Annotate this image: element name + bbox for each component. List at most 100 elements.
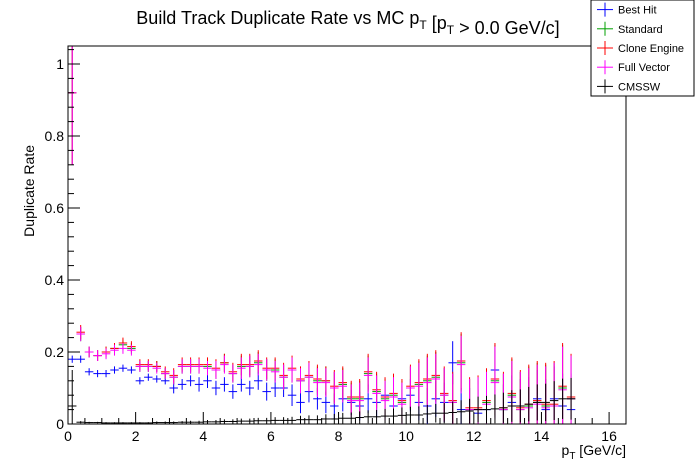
data-point [161,368,170,379]
data-point [372,409,381,424]
data-point [135,361,145,372]
legend-item: Clone Engine [597,41,684,55]
data-point [499,392,508,423]
data-point [524,386,533,422]
data-point [406,406,415,424]
data-point [270,361,280,383]
data-point [372,375,381,412]
data-point [414,406,424,424]
data-point [440,403,449,424]
data-point [313,415,322,424]
data-point [363,410,373,424]
data-point [431,353,440,405]
data-point [414,362,424,410]
data-point [423,404,432,423]
data-point [211,380,221,396]
legend-item: CMSSW [597,79,661,94]
data-point [203,420,212,424]
legend-label: Clone Engine [618,43,684,55]
x-tick-label: 4 [199,428,207,444]
data-point [152,375,161,383]
data-point [347,412,356,424]
data-point [279,364,288,390]
data-point [118,343,128,354]
data-point [254,353,263,376]
data-point [406,366,415,410]
data-point [220,355,229,374]
data-point [161,421,170,424]
data-point [380,408,390,424]
data-point [549,381,559,421]
y-axis-label: Duplicate Rate [21,145,37,237]
data-point [237,357,246,379]
data-point [68,370,77,424]
legend-item: Best Hit [597,2,657,17]
data-point [194,359,204,374]
data-point [448,401,457,424]
data-point [169,421,178,424]
data-point [254,417,263,424]
data-point [363,357,373,394]
data-point [228,419,238,424]
data-point [110,344,119,356]
data-point [194,420,204,424]
data-point [84,421,94,424]
y-tick-label: 1 [56,56,64,72]
data-point [245,418,254,424]
data-point [211,420,221,424]
data-point [516,389,525,423]
data-point [186,420,195,424]
x-tick-label: 12 [466,428,482,444]
data-point [220,419,229,424]
legend-label: Standard [618,24,663,36]
legend-item: Standard [597,21,663,36]
data-point [507,390,517,422]
data-point [228,364,238,383]
data-point [321,368,331,397]
data-point [262,382,271,401]
data-point [296,368,305,394]
data-point [465,398,474,424]
data-point [84,368,94,376]
data-point [152,362,161,374]
data-point [110,422,119,424]
series-cmssw [68,370,576,424]
data-point [456,335,466,394]
data-point [186,359,195,374]
legend-label: Best Hit [618,5,657,17]
data-point [473,396,483,423]
data-point [101,370,111,378]
data-point [144,361,153,372]
data-point [177,379,187,390]
data-point [482,395,491,424]
data-point [135,377,145,385]
data-point [490,394,500,424]
legend-label: CMSSW [618,81,661,93]
data-point [237,377,246,392]
data-point [262,417,271,424]
y-tick-label: 0.4 [45,272,65,288]
plot-frame [67,45,627,425]
data-point [558,378,567,419]
y-tick-label: 0 [56,416,64,432]
data-point [279,417,288,424]
data-point [313,368,322,397]
data-point [135,422,145,424]
data-point [287,357,297,383]
data-point [321,414,331,424]
plot-area [68,46,576,424]
data-point [127,422,136,424]
data-point [186,375,195,387]
data-point [177,421,187,424]
data-point [118,364,128,372]
data-point [76,421,85,424]
data-point [330,413,339,424]
x-tick-label: 10 [398,428,414,444]
data-point [93,421,102,424]
x-axis-label: pT [GeV/c] [562,442,626,462]
data-point [541,383,550,422]
data-point [245,380,254,396]
data-point [118,422,128,424]
legend-item: Full Vector [597,60,670,75]
